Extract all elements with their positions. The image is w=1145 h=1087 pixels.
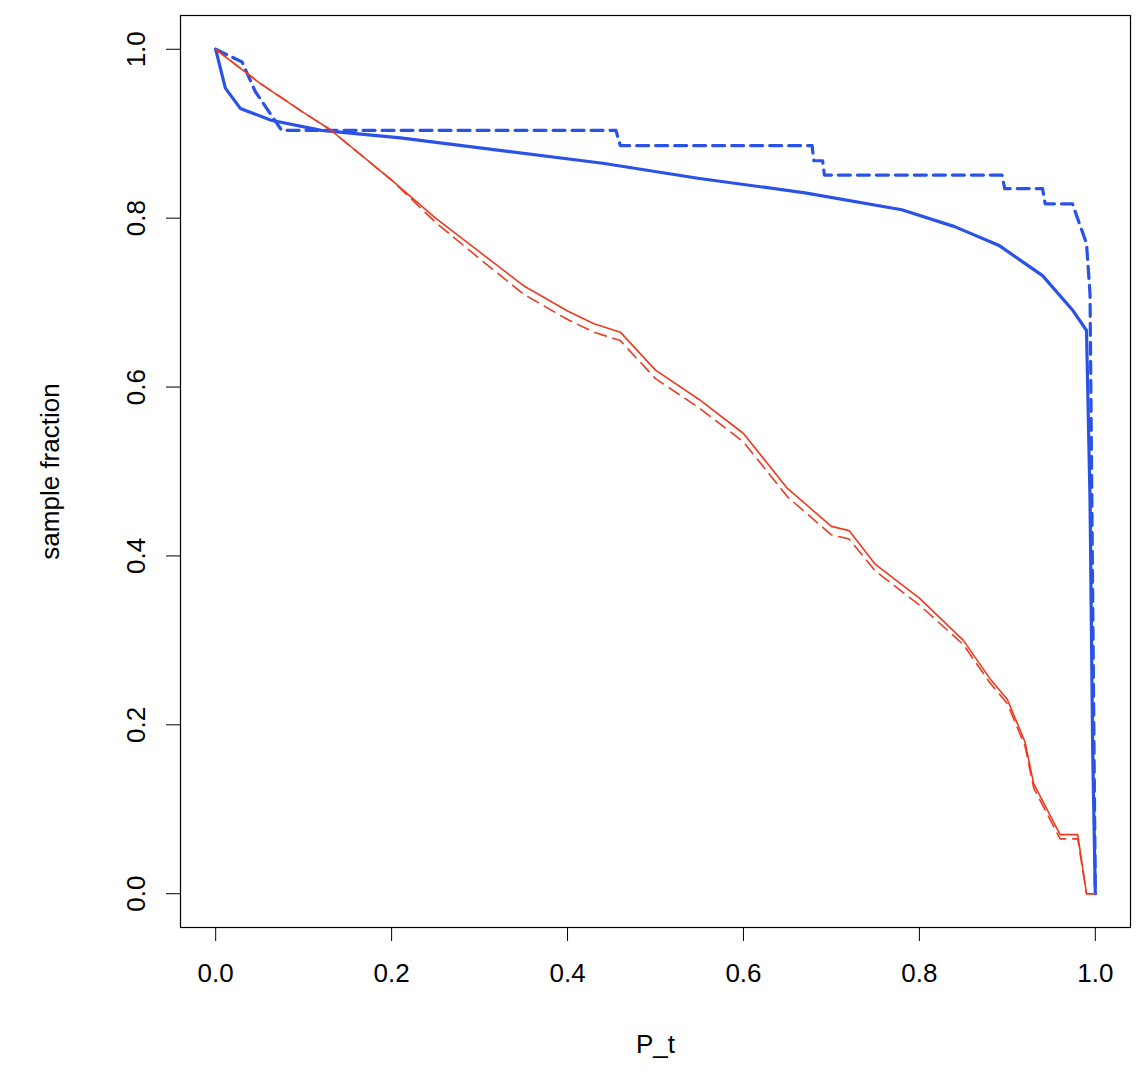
svg-text:sample fraction: sample fraction: [35, 383, 65, 559]
svg-text:0.2: 0.2: [374, 958, 410, 988]
svg-text:0.8: 0.8: [121, 200, 151, 236]
svg-text:1.0: 1.0: [121, 31, 151, 67]
svg-text:0.2: 0.2: [121, 707, 151, 743]
svg-text:1.0: 1.0: [1077, 958, 1113, 988]
svg-text:0.6: 0.6: [121, 369, 151, 405]
svg-text:0.4: 0.4: [121, 538, 151, 574]
svg-text:P_t: P_t: [636, 1029, 676, 1059]
svg-text:0.4: 0.4: [549, 958, 585, 988]
svg-text:0.0: 0.0: [198, 958, 234, 988]
svg-text:0.6: 0.6: [725, 958, 761, 988]
svg-text:0.8: 0.8: [901, 958, 937, 988]
svg-text:0.0: 0.0: [121, 876, 151, 912]
